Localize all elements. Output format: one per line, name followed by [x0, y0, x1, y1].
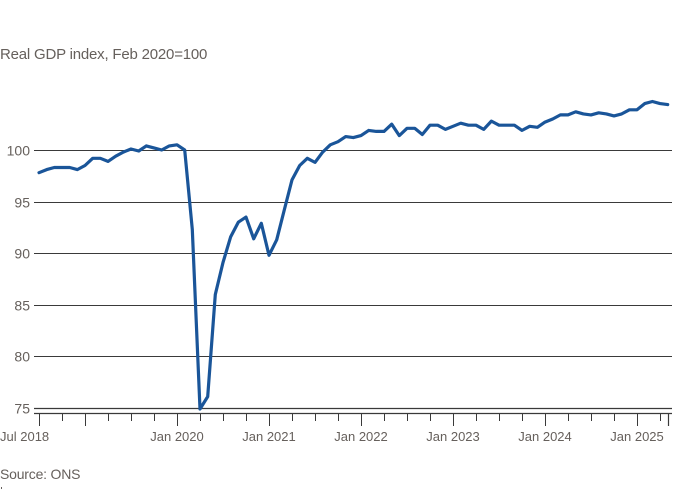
- y-gridlines: [34, 150, 672, 410]
- y-tick-label: 100: [7, 143, 31, 159]
- x-tick-label: Jan 2023: [426, 429, 480, 444]
- y-tick-label: 80: [14, 349, 30, 365]
- x-tick-label: Jan 2024: [518, 429, 572, 444]
- x-tick-label: Jan 2022: [334, 429, 388, 444]
- x-tick-label: Jan 2021: [242, 429, 296, 444]
- x-tick-label: Jul 2018: [0, 429, 49, 444]
- ft-logo-mark: [1, 487, 2, 489]
- x-tick-label: Jan 2025: [610, 429, 664, 444]
- source-note: Source: ONS: [0, 466, 81, 482]
- y-tick-label: 85: [14, 298, 30, 314]
- chart-subtitle: Real GDP index, Feb 2020=100: [0, 46, 208, 63]
- y-tick-label: 95: [14, 195, 30, 211]
- y-tick-label: 75: [14, 401, 30, 417]
- y-axis-labels: 75 80 85 90 95 100: [7, 143, 31, 417]
- x-axis: Jul 2018 Jan 2020 Jan 2021 Jan 2022 Jan 2023…: [0, 412, 672, 444]
- y-tick-label: 90: [14, 246, 30, 262]
- x-tick-label: Jan 2020: [150, 429, 204, 444]
- gdp-series-line: [37, 99, 670, 411]
